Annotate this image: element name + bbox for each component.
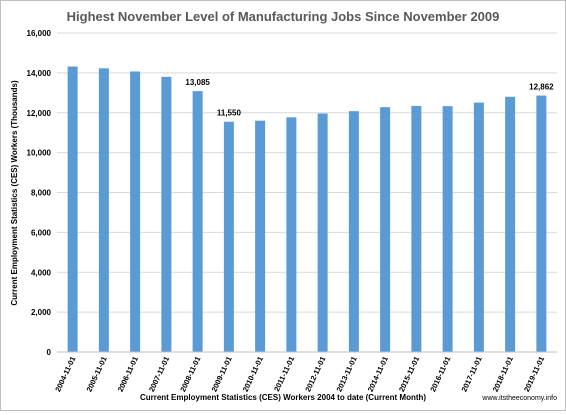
source-note: www.itstheeconomy.info bbox=[481, 395, 557, 402]
x-tick-label: 2010-11-01 bbox=[241, 355, 265, 393]
bar bbox=[67, 66, 78, 353]
bar bbox=[223, 121, 234, 352]
y-tick-label: 12,000 bbox=[27, 109, 52, 118]
chart-title: Highest November Level of Manufacturing … bbox=[67, 9, 500, 24]
x-tick-label: 2008-11-01 bbox=[178, 355, 202, 393]
y-tick-label: 0 bbox=[47, 348, 52, 357]
x-axis-ticks: 2004-11-01 2005-11-01 2006-11-01 2007-11-01… bbox=[53, 355, 546, 393]
bar bbox=[348, 111, 359, 352]
y-axis-ticks: 0 2,000 4,000 6,000 8,000 10,000 12,000 14,000 1… bbox=[27, 29, 52, 357]
x-tick-label: 2018-11-01 bbox=[491, 355, 515, 393]
bar bbox=[161, 76, 172, 353]
gridlines bbox=[57, 32, 557, 313]
y-tick-label: 6,000 bbox=[31, 228, 52, 237]
data-label: 12,862 bbox=[529, 83, 554, 92]
x-tick-label: 2015-11-01 bbox=[397, 355, 421, 393]
bar bbox=[255, 120, 266, 352]
x-tick-label: 2009-11-01 bbox=[209, 355, 233, 393]
y-axis-title: Current Employment Statistics (CES) Work… bbox=[10, 80, 19, 306]
x-tick-label: 2014-11-01 bbox=[366, 355, 390, 393]
x-tick-label: 2011-11-01 bbox=[272, 355, 296, 393]
y-tick-label: 14,000 bbox=[27, 69, 52, 78]
x-tick-label: 2007-11-01 bbox=[147, 355, 171, 393]
x-tick-label: 2016-11-01 bbox=[428, 355, 452, 393]
bar bbox=[411, 105, 422, 352]
bar bbox=[130, 71, 141, 353]
data-label: 11,550 bbox=[217, 109, 242, 118]
x-tick-label: 2005-11-01 bbox=[84, 355, 108, 393]
y-tick-label: 8,000 bbox=[31, 189, 52, 198]
bar bbox=[192, 91, 203, 353]
x-tick-label: 2006-11-01 bbox=[116, 355, 140, 393]
x-tick-label: 2017-11-01 bbox=[459, 355, 483, 393]
x-tick-label: 2012-11-01 bbox=[303, 355, 327, 393]
x-tick-label: 2013-11-01 bbox=[334, 355, 358, 393]
x-tick-label: 2019-11-01 bbox=[522, 355, 546, 393]
y-tick-label: 10,000 bbox=[27, 149, 52, 158]
bar bbox=[286, 117, 297, 352]
x-axis-title: Current Employment Statistics (CES) Work… bbox=[140, 393, 426, 402]
bar bbox=[98, 68, 109, 353]
bar bbox=[317, 113, 328, 352]
bar bbox=[536, 95, 547, 352]
y-tick-label: 2,000 bbox=[31, 308, 52, 317]
bars bbox=[67, 66, 547, 353]
y-tick-label: 16,000 bbox=[27, 29, 52, 38]
y-tick-label: 4,000 bbox=[31, 268, 52, 277]
data-label: 13,085 bbox=[185, 78, 210, 87]
bar bbox=[473, 102, 484, 352]
bar bbox=[380, 107, 391, 352]
data-labels: 13,085 11,550 12,862 bbox=[185, 78, 554, 118]
bar bbox=[505, 96, 516, 352]
x-tick-label: 2004-11-01 bbox=[53, 355, 77, 393]
bar bbox=[442, 106, 453, 352]
